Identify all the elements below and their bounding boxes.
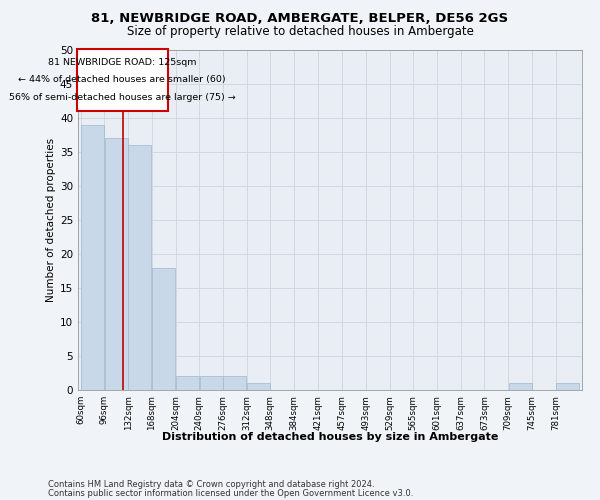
Text: ← 44% of detached houses are smaller (60): ← 44% of detached houses are smaller (60…	[19, 76, 226, 84]
FancyBboxPatch shape	[77, 48, 167, 111]
Text: Distribution of detached houses by size in Ambergate: Distribution of detached houses by size …	[162, 432, 498, 442]
Bar	[176, 376, 199, 390]
Text: Contains HM Land Registry data © Crown copyright and database right 2024.: Contains HM Land Registry data © Crown c…	[48, 480, 374, 489]
Bar	[223, 376, 247, 390]
Bar	[200, 376, 223, 390]
Bar	[152, 268, 175, 390]
Text: 81, NEWBRIDGE ROAD, AMBERGATE, BELPER, DE56 2GS: 81, NEWBRIDGE ROAD, AMBERGATE, BELPER, D…	[91, 12, 509, 26]
Bar	[556, 383, 579, 390]
Bar	[509, 383, 532, 390]
Text: 81 NEWBRIDGE ROAD: 125sqm: 81 NEWBRIDGE ROAD: 125sqm	[48, 58, 196, 67]
Text: Contains public sector information licensed under the Open Government Licence v3: Contains public sector information licen…	[48, 488, 413, 498]
Y-axis label: Number of detached properties: Number of detached properties	[46, 138, 56, 302]
Text: Size of property relative to detached houses in Ambergate: Size of property relative to detached ho…	[127, 25, 473, 38]
Bar	[105, 138, 128, 390]
Text: 56% of semi-detached houses are larger (75) →: 56% of semi-detached houses are larger (…	[9, 93, 236, 102]
Bar	[128, 145, 151, 390]
Bar	[81, 125, 104, 390]
Bar	[247, 383, 270, 390]
